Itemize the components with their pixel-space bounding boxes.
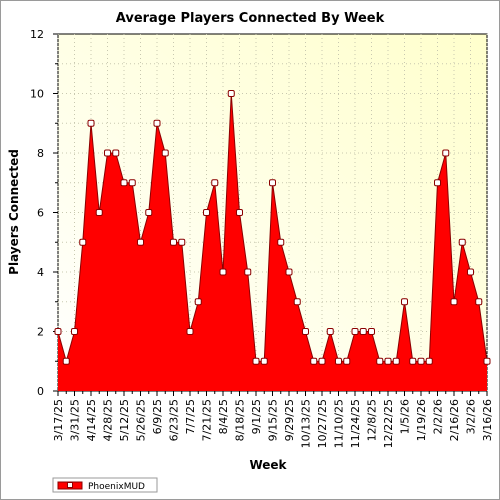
- data-point: [95, 209, 103, 216]
- data-point: [318, 357, 326, 365]
- data-point: [87, 119, 95, 127]
- y-tick-label: 2: [37, 326, 44, 339]
- data-point: [178, 238, 186, 246]
- data-point: [401, 298, 408, 306]
- data-point: [384, 357, 392, 365]
- data-point: [409, 357, 417, 365]
- legend-series-name: PhoenixMUD: [88, 482, 145, 492]
- x-tick-label: 5/26/25: [135, 399, 148, 441]
- data-point: [236, 209, 243, 216]
- data-point: [170, 238, 177, 246]
- data-point: [62, 357, 70, 365]
- x-tick-label: 3/16/26: [481, 399, 494, 441]
- data-point: [112, 149, 120, 157]
- x-tick-label: 9/15/25: [267, 399, 280, 441]
- data-point: [104, 149, 111, 157]
- data-point: [467, 268, 474, 276]
- x-tick-label: 12/22/25: [382, 399, 395, 448]
- y-tick-label: 12: [30, 28, 44, 41]
- x-tick-label: 1/5/26: [399, 399, 412, 434]
- data-point: [425, 357, 433, 365]
- x-tick-label: 9/29/25: [283, 399, 296, 441]
- x-tick-label: 3/2/26: [465, 399, 478, 434]
- data-point: [434, 179, 441, 187]
- x-tick-label: 7/7/25: [184, 399, 197, 434]
- x-tick-label: 8/18/25: [234, 399, 247, 441]
- x-tick-label: 7/21/25: [201, 399, 214, 441]
- data-point: [335, 357, 342, 365]
- x-tick-label: 4/14/25: [85, 399, 98, 441]
- data-point: [293, 298, 301, 306]
- x-tick-label: 4/28/25: [102, 399, 115, 441]
- y-axis-label: Players Connected: [7, 149, 21, 275]
- data-point: [161, 149, 169, 157]
- x-tick-label: 2/16/26: [448, 399, 461, 441]
- data-point: [285, 268, 293, 276]
- y-tick-label: 4: [37, 266, 44, 279]
- data-point: [326, 328, 334, 335]
- data-point: [302, 328, 309, 335]
- legend-marker-icon: [67, 482, 73, 488]
- data-point: [252, 357, 260, 365]
- data-point: [128, 179, 136, 187]
- x-axis-label: Week: [249, 458, 287, 472]
- x-tick-label: 6/9/25: [151, 399, 164, 434]
- data-point: [475, 298, 483, 306]
- x-axis: 3/17/25 3/31/25 4/14/25 4/28/25 5/12/25 5/26/…: [52, 391, 494, 448]
- data-point: [277, 238, 285, 246]
- data-point: [71, 328, 78, 335]
- data-point: [145, 209, 153, 216]
- data-point: [483, 357, 491, 365]
- x-tick-label: 9/1/25: [250, 399, 263, 434]
- data-point: [343, 357, 351, 365]
- y-axis: 0 2 4 6 8 10 12: [30, 28, 58, 398]
- series-area-fill: [58, 93, 487, 391]
- data-point: [153, 119, 161, 127]
- data-point: [186, 328, 194, 335]
- x-tick-label: 11/10/25: [333, 399, 346, 448]
- data-point: [310, 357, 318, 365]
- legend: PhoenixMUD: [52, 477, 158, 493]
- data-point: [359, 328, 367, 335]
- data-point: [458, 238, 466, 246]
- data-point: [54, 328, 62, 335]
- y-tick-label: 8: [37, 147, 44, 160]
- data-point: [376, 357, 384, 365]
- data-point: [219, 268, 227, 276]
- data-point: [260, 357, 268, 365]
- y-tick-label: 6: [37, 207, 44, 220]
- x-tick-label: 8/4/25: [217, 399, 230, 434]
- x-tick-label: 3/31/25: [69, 399, 82, 441]
- x-tick-label: 11/24/25: [349, 399, 362, 448]
- x-tick-label: 5/12/25: [118, 399, 131, 441]
- x-tick-label: 6/23/25: [168, 399, 181, 441]
- data-point: [211, 179, 219, 187]
- data-point: [137, 238, 144, 246]
- data-point: [417, 357, 425, 365]
- data-point: [203, 209, 210, 216]
- x-tick-label: 1/19/26: [415, 399, 428, 441]
- y-tick-label: 10: [30, 88, 44, 101]
- x-tick-label: 10/27/25: [316, 399, 329, 448]
- data-point: [227, 90, 235, 97]
- x-tick-label: 10/13/25: [300, 399, 313, 448]
- data-point: [351, 328, 359, 335]
- data-point: [392, 357, 400, 365]
- data-markers: [54, 90, 491, 365]
- data-point: [120, 179, 128, 187]
- x-tick-label: 12/8/25: [366, 399, 379, 441]
- y-tick-label: 0: [37, 385, 44, 398]
- data-point: [368, 328, 375, 335]
- data-point: [442, 149, 450, 157]
- x-tick-label: 2/2/26: [432, 399, 445, 434]
- data-point: [269, 179, 276, 187]
- x-tick-label: 3/17/25: [52, 399, 65, 441]
- data-point: [79, 238, 87, 246]
- chart-title: Average Players Connected By Week: [116, 11, 385, 26]
- data-point: [450, 298, 458, 306]
- data-point: [244, 268, 252, 276]
- data-point: [194, 298, 202, 306]
